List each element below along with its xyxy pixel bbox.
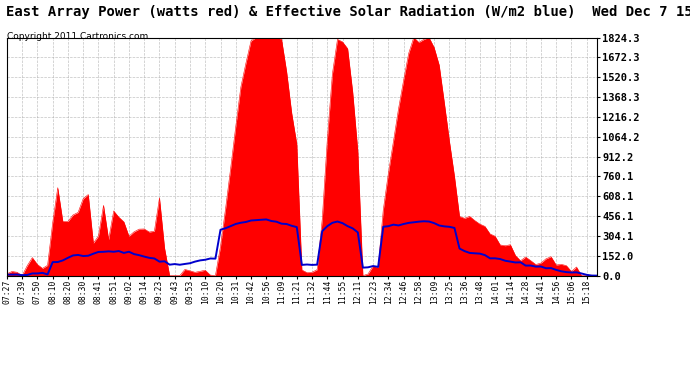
Text: Copyright 2011 Cartronics.com: Copyright 2011 Cartronics.com bbox=[7, 32, 148, 41]
Text: East Array Power (watts red) & Effective Solar Radiation (W/m2 blue)  Wed Dec 7 : East Array Power (watts red) & Effective… bbox=[6, 5, 690, 19]
